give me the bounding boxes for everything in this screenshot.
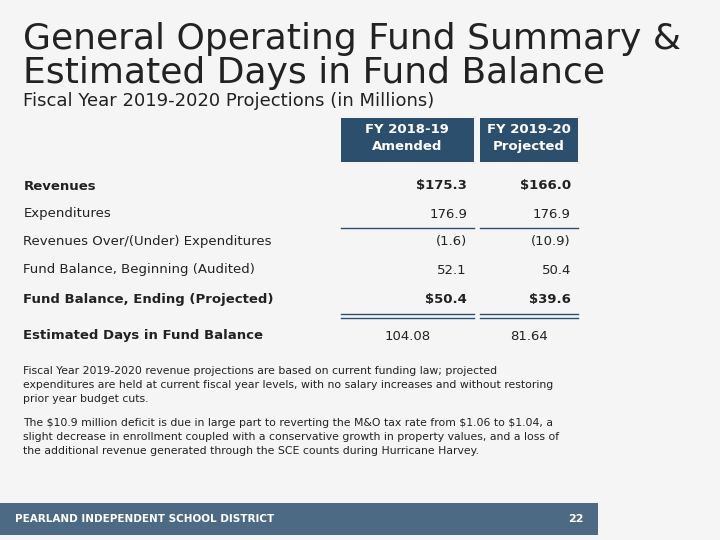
Text: Fund Balance, Beginning (Audited): Fund Balance, Beginning (Audited) xyxy=(23,264,255,276)
Text: 52.1: 52.1 xyxy=(437,264,467,276)
FancyBboxPatch shape xyxy=(341,118,474,162)
Text: Fiscal Year 2019-2020 Projections (in Millions): Fiscal Year 2019-2020 Projections (in Mi… xyxy=(23,92,434,110)
Text: Fund Balance, Ending (Projected): Fund Balance, Ending (Projected) xyxy=(23,294,274,307)
Text: General Operating Fund Summary &: General Operating Fund Summary & xyxy=(23,22,681,56)
Text: FY 2019-20
Projected: FY 2019-20 Projected xyxy=(487,123,571,153)
Text: The $10.9 million deficit is due in large part to reverting the M&O tax rate fro: The $10.9 million deficit is due in larg… xyxy=(23,418,559,456)
Text: $166.0: $166.0 xyxy=(520,179,571,192)
Text: 176.9: 176.9 xyxy=(429,207,467,220)
Text: Fiscal Year 2019-2020 revenue projections are based on current funding law; proj: Fiscal Year 2019-2020 revenue projection… xyxy=(23,366,554,404)
Text: 50.4: 50.4 xyxy=(541,264,571,276)
Text: $50.4: $50.4 xyxy=(425,294,467,307)
Text: 176.9: 176.9 xyxy=(533,207,571,220)
Text: $175.3: $175.3 xyxy=(416,179,467,192)
FancyBboxPatch shape xyxy=(0,503,598,535)
Text: FY 2018-19
Amended: FY 2018-19 Amended xyxy=(365,123,449,153)
Text: Estimated Days in Fund Balance: Estimated Days in Fund Balance xyxy=(23,56,606,90)
Text: Revenues Over/(Under) Expenditures: Revenues Over/(Under) Expenditures xyxy=(23,235,271,248)
Text: (10.9): (10.9) xyxy=(531,235,571,248)
Text: Revenues: Revenues xyxy=(23,179,96,192)
Text: 104.08: 104.08 xyxy=(384,329,431,342)
Text: Expenditures: Expenditures xyxy=(23,207,111,220)
Text: 81.64: 81.64 xyxy=(510,329,548,342)
Text: (1.6): (1.6) xyxy=(436,235,467,248)
Text: $39.6: $39.6 xyxy=(529,294,571,307)
Text: 22: 22 xyxy=(568,514,583,524)
Text: PEARLAND INDEPENDENT SCHOOL DISTRICT: PEARLAND INDEPENDENT SCHOOL DISTRICT xyxy=(15,514,274,524)
Text: Estimated Days in Fund Balance: Estimated Days in Fund Balance xyxy=(23,329,264,342)
FancyBboxPatch shape xyxy=(480,118,577,162)
